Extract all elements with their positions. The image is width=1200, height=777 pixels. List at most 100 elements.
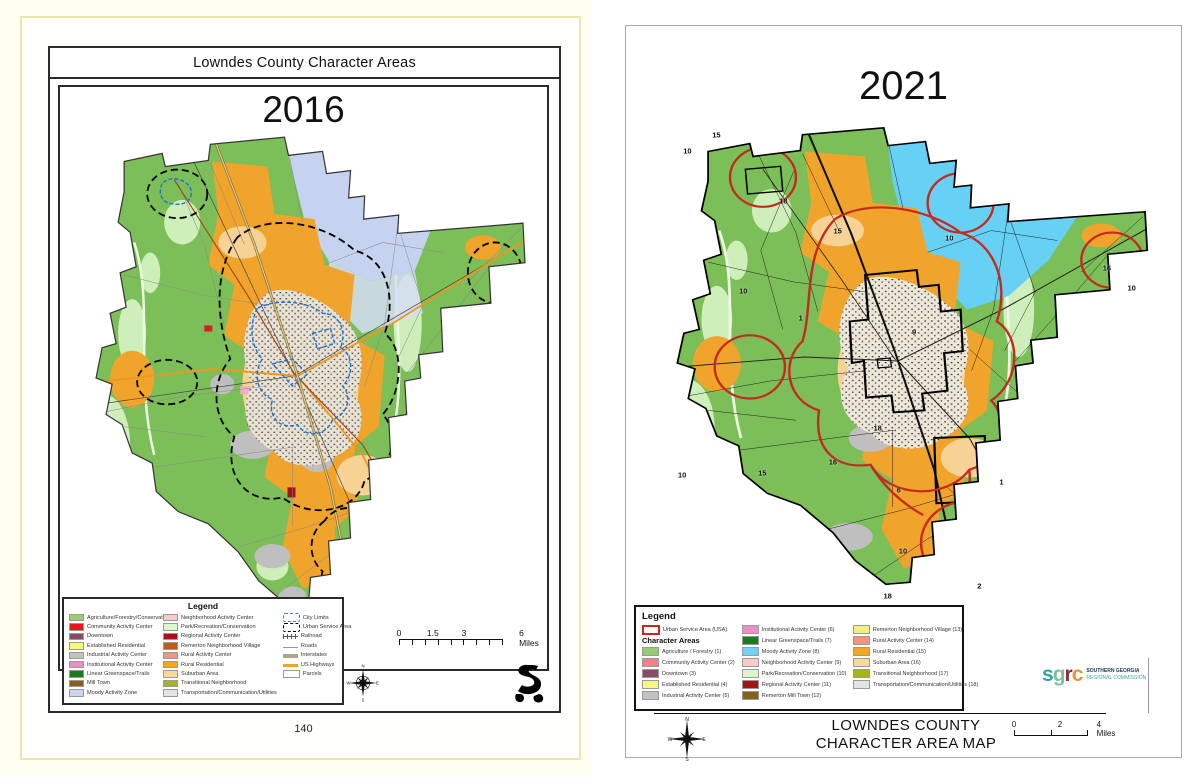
legend-label: Suburban Area xyxy=(181,671,219,678)
page-number: 140 xyxy=(294,723,313,735)
legend-swatch xyxy=(69,660,84,669)
legend-item: Rural Residential (15) xyxy=(852,646,957,657)
legend-label: Suburban Area (16) xyxy=(872,659,921,666)
legend-swatch xyxy=(163,651,178,659)
legend-swatch xyxy=(69,679,84,688)
legend-item: Park/Recreation/Conservation xyxy=(163,622,277,631)
legend-symbol-icon xyxy=(282,664,298,667)
legend-2021-col1-items: Agriculture / Forestry (1) Community Act… xyxy=(642,646,735,701)
page-2021: 2021 xyxy=(625,25,1182,762)
legend-label: Transitional Neighborhood xyxy=(181,680,247,687)
legend-swatch xyxy=(741,625,759,634)
character-area-number: 15 xyxy=(758,468,767,478)
footer-divider xyxy=(1148,658,1149,713)
legend-label: Remerton Neighborhood Village (13) xyxy=(872,626,963,633)
legend-swatch xyxy=(741,691,759,700)
scalebar-2021-labels: 0 2 4 Miles xyxy=(1012,720,1116,738)
legend-label: Remerton Neighborhood Village xyxy=(181,642,261,649)
compass-s: S xyxy=(362,698,365,703)
legend-swatch xyxy=(852,658,870,667)
legend-label: Community Activity Center xyxy=(87,624,153,631)
legend-2021-col3: Remerton Neighborhood Village (13) Rural… xyxy=(852,624,978,701)
sgrc-logo: sgrc SOUTHERN GEORGIA REGIONAL COMMISSIO… xyxy=(1042,664,1146,685)
legend-item: Remerton Mill Town (12) xyxy=(741,690,846,701)
scalebar-2016: 0 1.5 3 6 Miles xyxy=(397,628,539,654)
legend-swatch xyxy=(163,689,178,697)
legend-2021-title: Legend xyxy=(642,611,676,622)
legend-swatch xyxy=(642,669,659,678)
legend-item: Community Activity Center xyxy=(69,622,157,631)
legend-swatch xyxy=(852,636,870,645)
legend-item: Industrial Activity Center (5) xyxy=(642,690,735,701)
legend-swatch xyxy=(852,647,870,656)
sgrc-logo-letters: sgrc xyxy=(1042,663,1083,686)
legend-item: Regional Activity Center xyxy=(163,632,277,641)
legend-symbol-icon xyxy=(282,622,300,632)
character-area-number: 15 xyxy=(712,130,721,140)
scalebar-label: 1.5 xyxy=(426,628,439,638)
legend-label: Park/Recreation/Conservation (10) xyxy=(761,670,847,677)
legend-swatch xyxy=(69,632,84,641)
legend-item: Agriculture / Forestry (1) xyxy=(642,646,735,657)
legend-swatch xyxy=(163,613,178,622)
character-area-number: 1 xyxy=(798,313,803,323)
legend-label: Rural Residential xyxy=(181,661,224,668)
legend-swatch xyxy=(741,636,759,645)
legend-swatch xyxy=(163,660,178,669)
legend-label: Transitional Neighborhood (17) xyxy=(872,670,949,677)
legend-label: Roads xyxy=(300,642,318,649)
legend-label: Industrial Activity Center (5) xyxy=(662,692,730,699)
legend-swatch xyxy=(163,632,178,641)
legend-item: Neighborhood Activity Center xyxy=(163,613,277,622)
legend-item: Suburban Area xyxy=(163,669,277,678)
compass-s: S xyxy=(685,757,689,762)
character-area-number: 16 xyxy=(1102,263,1112,273)
county-map-2021 xyxy=(676,126,1149,586)
scalebar-2016-labels: 0 1.5 3 6 Miles xyxy=(397,628,539,648)
character-area-number: 10 xyxy=(898,546,908,556)
legend-symbol-icon xyxy=(282,613,300,623)
legend-label: Established Residential (4) xyxy=(662,681,728,688)
map-title-line2: CHARACTER AREA MAP xyxy=(815,734,997,752)
character-area-number: 16 xyxy=(828,457,838,467)
legend-item: Suburban Area (16) xyxy=(852,657,957,668)
page-title: Lowndes County Character Areas xyxy=(50,48,559,79)
legend-item: Neighborhood Activity Center (9) xyxy=(741,657,846,668)
legend-item: Roads xyxy=(282,641,347,650)
legend-label: Transportation/Communication/Utilities (… xyxy=(872,681,979,688)
legend-symbol-icon xyxy=(282,670,300,679)
legend-item: Rural Residential xyxy=(163,660,277,669)
character-area-number: 10 xyxy=(1127,283,1136,293)
sgrc-logo-letter: g xyxy=(1052,663,1066,686)
scalebar-label: 3 xyxy=(461,628,467,638)
legend-label: Urban Service Area xyxy=(302,624,352,631)
compass-w: W xyxy=(347,681,351,686)
legend-item: Community Activity Center (2) xyxy=(642,657,735,668)
legend-item: Rural Activity Center (14) xyxy=(852,635,957,646)
legend-label: Agriculture / Forestry (1) xyxy=(662,648,722,655)
legend-item: Regional Activity Center (11) xyxy=(741,679,846,690)
legend-label: Community Activity Center (2) xyxy=(662,659,735,666)
legend-label: Industrial Activity Center xyxy=(87,652,148,659)
year-label-2021: 2021 xyxy=(859,64,948,108)
character-area-number: 2 xyxy=(977,581,982,591)
legend-item: Mill Town xyxy=(69,679,157,688)
legend-label: Transportation/Communication/Utilities xyxy=(181,689,277,696)
legend-swatch xyxy=(741,658,759,667)
map-canvas-2016: 2016 xyxy=(58,85,549,671)
legend-2016-col2: Neighborhood Activity Center Park/Recrea… xyxy=(163,613,277,698)
legend-swatch xyxy=(852,669,870,678)
legend-swatch xyxy=(69,689,84,697)
map-frame-2016: Lowndes County Character Areas 2016 xyxy=(48,46,561,713)
scalebar-2021: 0 2 4 Miles xyxy=(1012,720,1116,738)
scalebar-2016-bar xyxy=(399,639,503,645)
legend-item: Institutional Activity Center (6) xyxy=(741,624,846,635)
compass-w: W xyxy=(668,737,673,743)
legend-label: Regional Activity Center (11) xyxy=(761,681,832,688)
legend-item: City Limits xyxy=(282,613,347,623)
character-area-number: 18 xyxy=(873,423,882,433)
legend-swatch xyxy=(69,642,84,650)
character-area-number: 1 xyxy=(999,477,1004,487)
legend-swatch xyxy=(852,680,870,689)
legend-label: Neighborhood Activity Center xyxy=(181,614,254,621)
